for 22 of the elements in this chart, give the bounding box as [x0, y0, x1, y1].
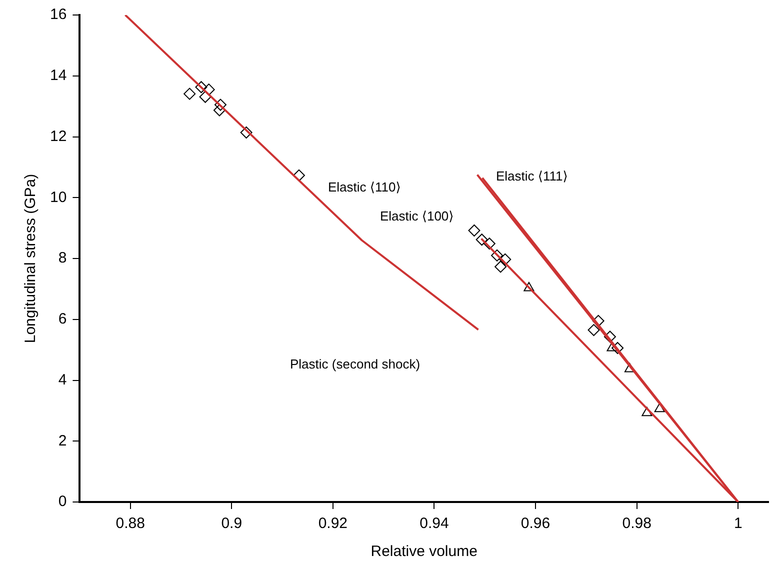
annotation: Elastic ⟨100⟩ [380, 208, 454, 224]
x-tick-label: 0.9 [221, 515, 242, 532]
y-tick-label: 14 [50, 67, 67, 84]
x-tick-label: 0.94 [420, 515, 449, 532]
annotation: Elastic ⟨110⟩ [328, 180, 401, 195]
x-tick-label: 1 [734, 515, 742, 532]
y-tick-label: 4 [58, 371, 67, 388]
y-tick-label: 10 [50, 188, 67, 206]
y-tick-label: 0 [58, 493, 67, 510]
y-tick-label: 12 [50, 128, 67, 145]
y-tick-label: 8 [58, 250, 67, 267]
y-tick-label: 2 [58, 432, 67, 450]
annotation: Elastic ⟨111⟩ [496, 168, 568, 184]
annotation: Plastic (second shock) [290, 356, 420, 372]
x-tick-label: 0.88 [116, 515, 145, 532]
y-axis-title: Longitudinal stress (GPa) [22, 174, 40, 344]
x-axis-title: Relative volume [370, 543, 478, 560]
y-tick-label: 16 [50, 6, 67, 24]
y-tick-label: 6 [58, 310, 67, 328]
x-tick-label: 0.92 [318, 515, 348, 532]
x-tick-label: 0.96 [520, 515, 550, 532]
x-tick-label: 0.98 [622, 515, 652, 532]
